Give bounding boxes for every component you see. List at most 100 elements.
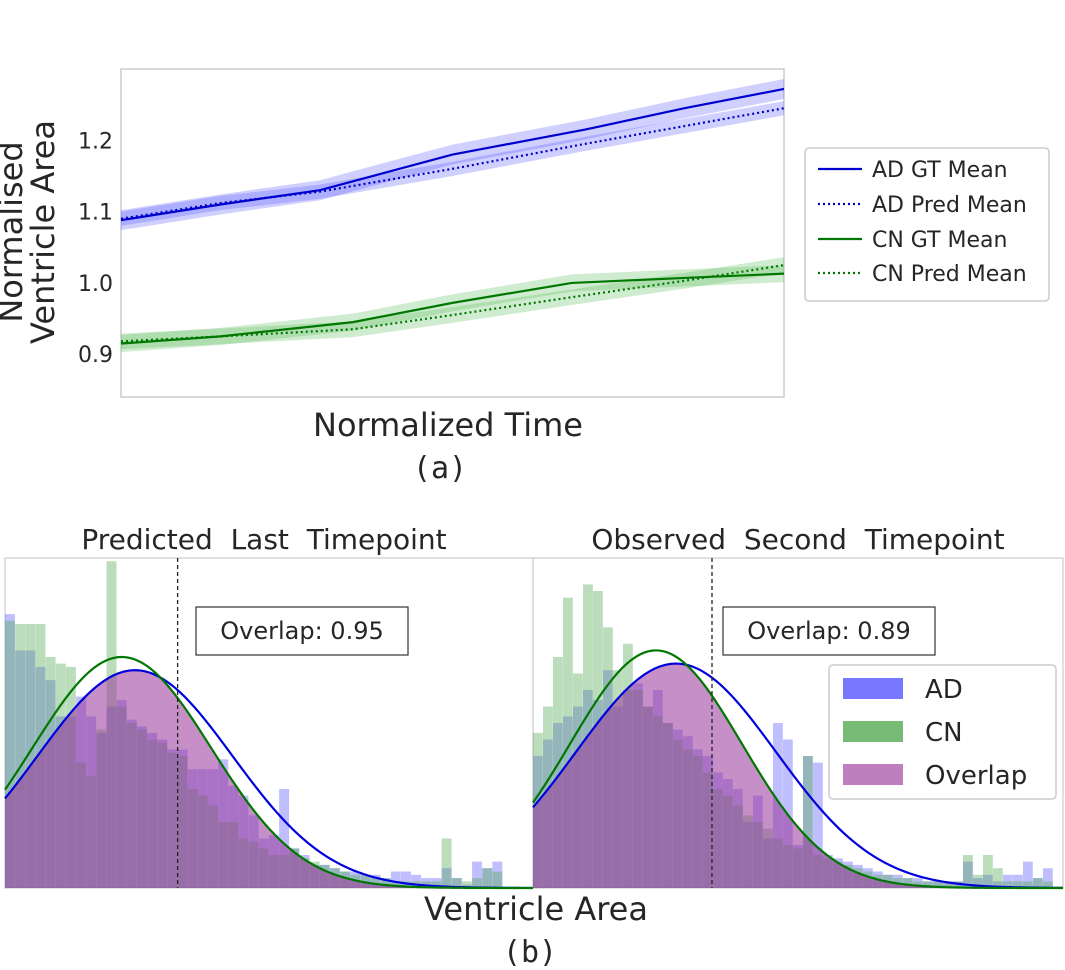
cn-bar [5,620,15,888]
chart-b-left-panel [4,558,534,890]
legend-cn-pred-label: CN Pred Mean [872,262,1027,287]
chart-a-ytick-label: 0.9 [78,343,113,368]
ad-bar [421,878,432,888]
cn-bar [963,855,973,888]
chart-a-legend: AD GT Mean AD Pred Mean CN GT Mean CN Pr… [804,147,1050,302]
cn-bar [803,756,813,888]
ad-bar [390,871,401,888]
cn-bar [461,881,472,888]
cn-bar [553,657,563,888]
overlap-box-right [722,606,936,656]
cn-bar [25,624,36,888]
ad-bar [401,871,411,888]
cn-bar [401,881,411,888]
ad-bar [279,789,290,888]
cn-bar [983,855,993,888]
cn-bar [1023,881,1033,888]
overlap-label-left: Overlap: 0.95 [220,617,384,645]
ad-bar [943,881,953,888]
cn-bar [563,597,573,888]
legend-ad-pred-label: AD Pred Mean [872,193,1027,218]
ad-bar [963,861,973,888]
cn-density-curve [4,655,534,890]
legend-ad-swatch [843,678,903,699]
overlap-box-left [195,606,409,656]
ad-bar [983,874,993,888]
legend-cn-label: CN [925,718,963,748]
legend-cn-swatch [843,721,903,742]
cn-bar [441,838,452,888]
legend-overlap-label: Overlap [925,761,1027,791]
chart-a-ylabel-line2: Ventricle Area [24,120,62,344]
ad-bar [973,878,983,888]
ad-bar [492,861,503,888]
chart-b-xlabel: Ventricle Area [424,890,648,928]
ad-bar [1013,874,1023,888]
cn-bar [492,871,503,888]
cn-gt-mean-line [120,272,785,345]
legend-ad-label: AD [925,675,963,705]
overlap-area [533,663,1063,888]
ad-bar [913,878,923,888]
overlap-area [5,670,533,888]
ad-bar [1033,878,1043,888]
chart-b-legend: AD CN Overlap [828,664,1057,800]
chart-a-legend-box [804,147,1050,302]
chart-a-xlabel: Normalized Time [313,406,583,444]
cn-bar [451,878,462,888]
ad-bar [482,868,493,888]
cn-bar [390,881,401,888]
legend-overlap-swatch [843,764,903,785]
chart-a-ytick-label: 1.2 [78,129,113,154]
ad-bar [993,881,1003,888]
ad-bar [923,881,933,888]
chart-a-plot-area [120,68,785,398]
ad-gt-mean-line [120,87,785,222]
ad-bar [5,614,15,888]
chart-a-caption: (a) [413,451,467,486]
ad-bar [380,878,391,888]
ad-bar [411,874,422,888]
cn-bar [973,874,983,888]
cn-bar [1033,878,1043,888]
ad-bar [431,878,442,888]
cn-bar [943,881,953,888]
cn-bar [1013,881,1023,888]
cn-pred-mean-band [121,257,784,350]
chart-a-ytick-label: 1.1 [78,201,113,226]
ad-bar [15,650,26,888]
ad-bar [1043,868,1053,888]
overlap-label-right: Overlap: 0.89 [747,617,911,645]
chart-b: Predicted Last Timepoint Observed Second… [4,523,1064,970]
cn-bar [482,868,493,888]
legend-ad-gt-label: AD GT Mean [872,158,1008,183]
chart-b-caption: (b) [503,935,557,970]
chart-a: 0.91.01.11.2 Normalized Time Normalised … [0,68,1050,486]
cn-bar [933,881,943,888]
ad-bar [1003,874,1013,888]
ad-bar [1023,861,1033,888]
ad-density-curve [532,662,1064,889]
cn-bar [15,624,26,888]
cn-density-curve [532,649,1064,890]
ad-bar [451,878,462,888]
ad-bar [803,756,813,888]
ad-pred-mean-line [120,107,785,220]
cn-bar [472,878,483,888]
cn-bar [903,878,913,888]
cn-bar [1043,881,1053,888]
chart-a-ylabel-line1: Normalised [0,141,30,322]
ad-bar [813,762,823,888]
legend-cn-gt-label: CN GT Mean [872,228,1007,253]
ad-bar [441,868,452,888]
chart-b-left-title: Predicted Last Timepoint [81,523,446,556]
ad-bar [893,874,903,888]
ad-bar [472,861,483,888]
chart-a-ytick-label: 1.0 [78,272,113,297]
cn-bar [1003,881,1013,888]
ad-bar [903,878,913,888]
cn-bar [923,881,933,888]
cn-bar [431,881,442,888]
cn-bar [993,868,1003,888]
